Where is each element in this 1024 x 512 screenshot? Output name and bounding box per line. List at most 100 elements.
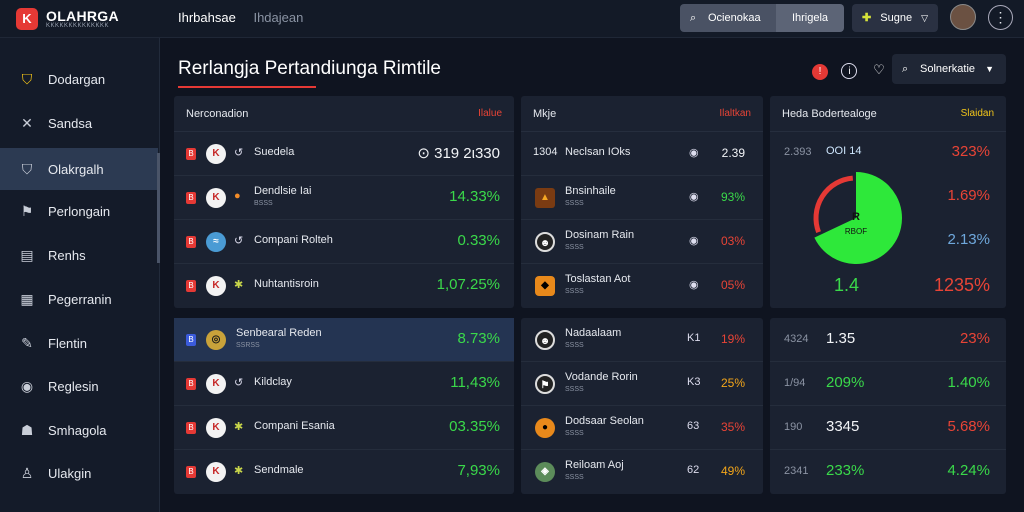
table-row[interactable]: B K ● Dendlsie Iai BSSS 14.33% (174, 176, 514, 220)
table-row[interactable]: B ≈ ↺ Compani Rolteh 0.33% (174, 220, 514, 264)
stat-value: 2.13% (947, 231, 990, 248)
sidebar-item-label: Perlongain (48, 204, 111, 219)
stat-top-left: 2.393 (784, 146, 812, 158)
team-crest-icon: K (206, 276, 226, 296)
alert-icon[interactable]: ! (812, 64, 828, 80)
suggest-button[interactable]: ✚ Sugne ▽ (852, 4, 938, 32)
refresh-icon: ↺ (234, 377, 244, 389)
rank-badge: B (186, 334, 196, 346)
panel-header-label[interactable]: Ilalue (478, 108, 502, 119)
table-row[interactable]: ◈ Reiloam Aoj SSSS 62 49% (521, 450, 763, 494)
sidebar-item-label: Renhs (48, 248, 86, 263)
table-row[interactable]: B K ↺ Kildclay 11,43% (174, 362, 514, 406)
team-name: Sendmale (254, 464, 304, 476)
heart-icon[interactable]: ♡ (873, 62, 885, 77)
top-nav-item-active[interactable]: Ihrbahsae (178, 10, 236, 25)
team-subtitle: SSSS (565, 288, 584, 295)
table-row[interactable]: 190 3345 5.68% (770, 406, 1006, 450)
info-icon[interactable]: i (841, 63, 858, 79)
odds-value: 05% (720, 278, 745, 292)
sidebar-item-0[interactable]: ⛉ Dodargan (0, 58, 158, 100)
sidebar-scrollbar[interactable] (157, 153, 160, 263)
table-row[interactable]: ● Dodsaar Seolan SSSS 63 35% (521, 406, 763, 450)
panel-header-label[interactable]: Slaidan (960, 108, 994, 119)
logo-mark: K (16, 8, 38, 30)
refresh-icon: ↺ (234, 147, 244, 159)
team-crest-icon: K (206, 188, 226, 208)
team-crest-icon: ● (535, 418, 555, 438)
sidebar-item-6[interactable]: ✎ Flentin (0, 322, 158, 364)
logo-subtitle: KKKKKKKKKKKKKK (46, 23, 110, 29)
team-name: Nadaalaam (565, 327, 622, 339)
table-row[interactable]: ◆ Toslastan Aot SSSS ◉ 05% (521, 264, 763, 308)
odds-value: 35% (720, 420, 745, 434)
team-subtitle: SSSS (565, 430, 584, 437)
sidebar-item-2[interactable]: ⛉ Olakrgalh (0, 148, 158, 190)
stat-value: 1235% (933, 275, 990, 295)
table-row[interactable]: 2341 233% 4.24% (770, 450, 1006, 494)
group-icon: ☗ (20, 422, 34, 438)
table-row[interactable]: 1/94 209% 1.40% (770, 362, 1006, 406)
odds-icon: ◉ (689, 279, 699, 291)
donut-slices (813, 172, 902, 264)
team-crest-icon: K (206, 462, 226, 482)
star-icon: ✱ (234, 421, 244, 433)
team-crest-icon: ▲ (535, 188, 555, 208)
sidebar-item-3[interactable]: ⚑ Perlongain (0, 190, 158, 232)
team-crest-icon: K (206, 418, 226, 438)
odds-icon: ◉ (689, 235, 699, 247)
stat-top-mid: OOI 14 (826, 145, 862, 157)
sidebar-item-label: Sandsa (48, 116, 93, 131)
odds-icon: 63 (687, 420, 700, 432)
odds-value: 2.39 (721, 146, 745, 160)
sidebar-item-7[interactable]: ◉ Reglesin (0, 365, 158, 407)
table-row[interactable]: ⚑ Vodande Rorin SSSS K3 25% (521, 362, 763, 406)
team-subtitle: SSSS (565, 474, 584, 481)
segment-search[interactable]: ⌕ Ocienokaa (680, 4, 776, 32)
app-logo[interactable]: K OLAHRGA KKKKKKKKKKKKKK (12, 6, 160, 32)
donut-label-2: RBOF (845, 227, 867, 236)
table-row[interactable]: ▲ Bnsinhaile SSSS ◉ 93% (521, 176, 763, 220)
team-crest-icon: ◎ (206, 330, 226, 350)
sidebar-item-4[interactable]: ▤ Renhs (0, 234, 158, 276)
table-row[interactable]: B K ✱ Nuhtantisroin 1,07.25% (174, 264, 514, 308)
row-mid-value: 3345 (826, 418, 860, 435)
table-row[interactable]: B K ✱ Compani Esania 03.35% (174, 406, 514, 450)
sort-label: Solnerkatie (920, 63, 976, 75)
team-subtitle: SSRSS (236, 342, 260, 349)
top-nav-item[interactable]: Ihdajean (253, 10, 304, 25)
chevron-down-icon: ▼ (985, 64, 994, 74)
sidebar-item-8[interactable]: ☗ Smhagola (0, 409, 158, 451)
segment-second[interactable]: Ihrigela (776, 4, 844, 32)
sidebar-item-label: Reglesin (48, 379, 99, 394)
table-row[interactable]: ☻ Dosinam Rain SSSS ◉ 03% (521, 220, 763, 264)
table-row[interactable]: B K ✱ Sendmale 7,93% (174, 450, 514, 494)
table-row[interactable]: 1304 Neclsan IOks ◉ 2.39 (521, 132, 763, 176)
table-row[interactable]: 4324 1.35 23% (770, 318, 1006, 362)
panel-header-label[interactable]: Ilaltkan (719, 108, 751, 119)
row-lead: 1/94 (784, 377, 806, 389)
table-row[interactable]: B K ↺ Suedela ⊙ 319 2ι330 (174, 132, 514, 176)
team-crest-icon: ⚑ (535, 374, 555, 394)
team-crest-icon: ☻ (535, 232, 555, 252)
rank-badge: B (186, 378, 196, 390)
sort-dropdown[interactable]: ⌕ Solnerkatie ▼ (892, 54, 1006, 84)
panel-header: Nerconadion Ilalue (174, 96, 514, 132)
more-options-button[interactable]: ⋮ (988, 5, 1013, 30)
avatar[interactable] (950, 4, 976, 30)
team-crest-icon: K (206, 144, 226, 164)
sidebar-item-5[interactable]: ▦ Pegerranin (0, 278, 158, 320)
team-name: Dodsaar Seolan (565, 415, 644, 427)
row-value: 5.68% (947, 418, 990, 435)
sidebar-item-9[interactable]: ♙ Ulakgin (0, 452, 158, 494)
row-mid-value: 233% (826, 462, 865, 479)
table-row[interactable]: ☻ Nadaalaam SSSS K1 19% (521, 318, 763, 362)
table-row[interactable]: B ◎ Senbearal Reden SSRSS 8.73% (174, 318, 514, 362)
search-icon: ⌕ (690, 12, 697, 24)
logo-title: OLAHRGA (46, 8, 119, 24)
sidebar-item-1[interactable]: ✕ Sandsa (0, 102, 158, 144)
row-mid-value: 1.35 (826, 330, 856, 347)
rank-badge: B (186, 192, 196, 204)
panel-header-title: Mkje (533, 108, 557, 120)
panel-header-title: Nerconadion (186, 108, 249, 120)
